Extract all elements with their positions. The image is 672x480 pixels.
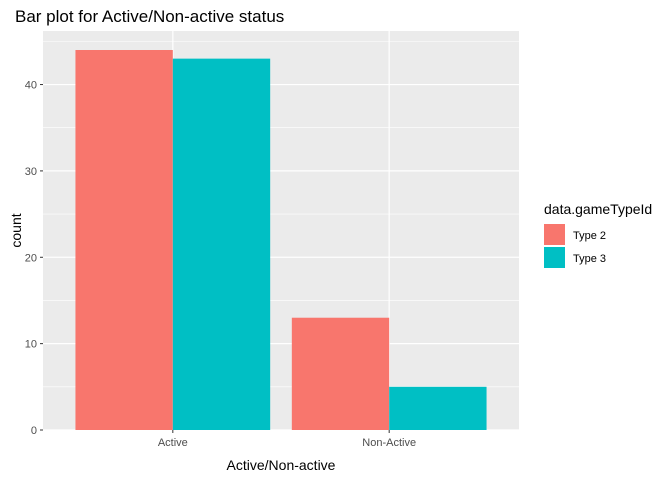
x-axis: Active Non-Active: [158, 430, 416, 449]
bar-non-active-type-3: [389, 386, 487, 430]
y-axis-title: count: [8, 213, 24, 247]
legend-key-type-2: [544, 224, 565, 245]
bar-active-type-3: [172, 58, 271, 431]
y-tick-label: 40: [25, 80, 37, 92]
y-axis: 0 10 20 30 40: [25, 80, 43, 437]
legend: data.gameTypeId Type 2 Type 3: [544, 201, 652, 268]
y-tick-label: 20: [25, 252, 37, 264]
legend-label: Type 2: [573, 230, 606, 242]
bars: [75, 50, 487, 431]
x-axis-title: Active/Non-active: [227, 457, 336, 473]
bar-active-type-2: [75, 50, 173, 430]
legend-label: Type 3: [573, 253, 606, 265]
y-tick-label: 10: [25, 339, 37, 351]
x-tick-label: Active: [158, 437, 188, 449]
legend-title: data.gameTypeId: [544, 201, 652, 217]
y-tick-label: 30: [25, 166, 37, 178]
legend-key-type-3: [544, 247, 565, 268]
x-tick-label: Non-Active: [362, 437, 416, 449]
bar-non-active-type-2: [291, 317, 390, 430]
y-tick-label: 0: [31, 425, 37, 437]
chart-title: Bar plot for Active/Non-active status: [15, 7, 284, 26]
